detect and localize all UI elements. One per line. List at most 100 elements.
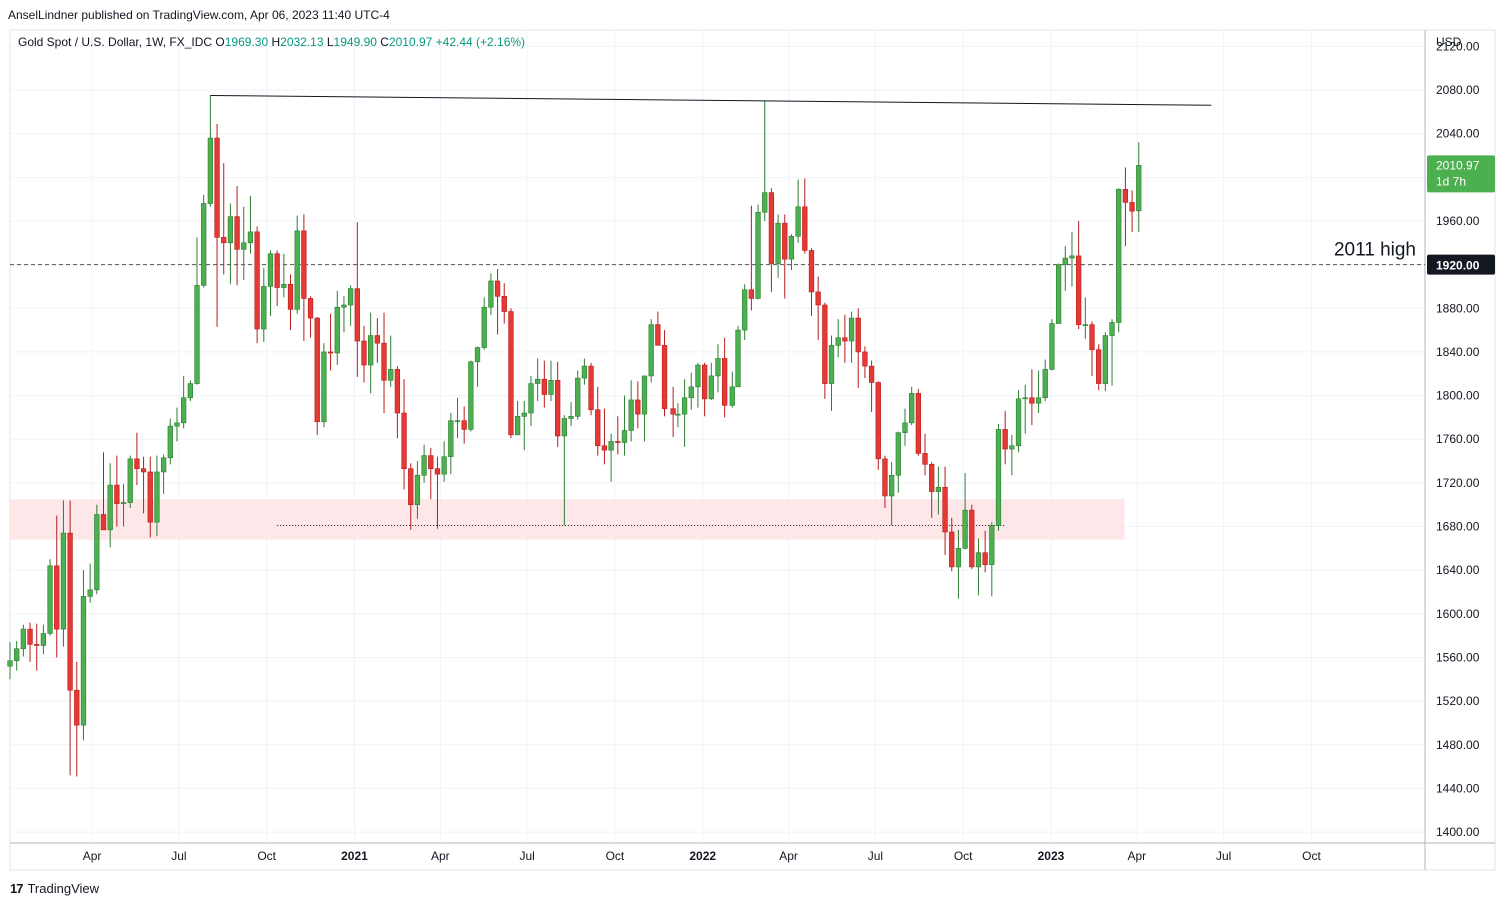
y-tick-label: 2080.00: [1436, 83, 1480, 97]
candle-body: [488, 280, 494, 308]
last-price-marker: [1427, 155, 1495, 193]
candle-body: [868, 365, 875, 383]
candle-body: [114, 484, 120, 504]
candle-body: [1082, 324, 1088, 326]
close-value: 2010.97: [389, 35, 436, 49]
y-tick-label: 1480.00: [1436, 738, 1480, 752]
candle-body: [214, 137, 220, 238]
candle-body: [34, 644, 40, 646]
candle-body: [742, 289, 748, 331]
x-tick-label: Apr: [779, 849, 798, 863]
candle-body: [1055, 264, 1062, 324]
candle-body: [955, 548, 962, 568]
candle-body: [80, 596, 87, 726]
candle-body: [748, 289, 755, 299]
candle-body: [281, 283, 287, 288]
candle-body: [181, 397, 187, 424]
level-price-label: 1920.00: [1436, 259, 1480, 273]
candle-body: [274, 253, 280, 288]
candle-body: [7, 660, 13, 667]
candle-body: [1089, 324, 1095, 351]
candle-body: [14, 648, 20, 662]
y-tick-label: 1680.00: [1436, 520, 1480, 534]
open-label: O: [215, 35, 224, 49]
candle-body: [575, 377, 581, 417]
x-tick-label: Jul: [868, 849, 883, 863]
level-price-marker: [1427, 254, 1495, 275]
candle-body: [982, 552, 988, 566]
candle-body: [434, 468, 441, 475]
y-tick-label: 1600.00: [1436, 607, 1480, 621]
candle-body: [688, 386, 694, 399]
candle-body: [287, 283, 294, 310]
x-tick-label: Oct: [954, 849, 973, 863]
candle-body: [368, 335, 374, 366]
candle-body: [194, 285, 200, 384]
candle-body: [888, 474, 895, 497]
y-tick-label: 1640.00: [1436, 563, 1480, 577]
candle-body: [67, 532, 73, 691]
candle-body: [722, 358, 728, 406]
candle-body: [1096, 349, 1102, 384]
candle-body: [528, 383, 534, 414]
candle-body: [708, 375, 714, 400]
candle-body: [394, 369, 401, 414]
close-label: C: [380, 35, 389, 49]
candle-body: [681, 397, 688, 415]
candle-body: [54, 565, 60, 630]
candle-body: [201, 203, 207, 286]
x-tick-label: Jul: [519, 849, 534, 863]
candle-body: [1116, 189, 1122, 323]
candle-body: [408, 468, 414, 506]
level-annotation-text: 2011 high: [1334, 240, 1416, 261]
candle-body: [461, 420, 467, 430]
candle-body: [1129, 202, 1135, 212]
tradingview-footer[interactable]: 17 TradingView: [10, 881, 99, 896]
candle-body: [768, 192, 775, 264]
candle-body: [20, 628, 26, 650]
candle-body: [1102, 335, 1108, 384]
candle-body: [922, 453, 928, 465]
candle-body: [1109, 322, 1115, 336]
candle-body: [40, 633, 47, 646]
candle-body: [788, 235, 795, 260]
candle-body: [895, 432, 901, 476]
candle-body: [120, 502, 127, 504]
candle-body: [929, 464, 935, 492]
candle-body: [47, 565, 53, 634]
candle-body: [227, 216, 234, 244]
candle-body: [875, 382, 881, 460]
candle-body: [942, 486, 948, 533]
y-tick-label: 1800.00: [1436, 389, 1480, 403]
x-tick-label: 2021: [341, 849, 368, 863]
candle-body: [1029, 397, 1035, 404]
x-tick-label: Jul: [1216, 849, 1231, 863]
candle-body: [341, 304, 347, 308]
candle-body: [314, 317, 320, 423]
candle-body: [995, 429, 1002, 526]
candle-body: [301, 230, 307, 299]
candle-body: [1009, 445, 1015, 450]
candle-body: [374, 335, 380, 344]
y-tick-label: 2120.00: [1436, 39, 1480, 53]
candle-body: [822, 304, 828, 384]
candle-body: [187, 383, 193, 399]
y-tick-label: 1520.00: [1436, 694, 1480, 708]
candle-body: [1122, 189, 1129, 203]
candle-body: [388, 369, 394, 381]
candle-body: [802, 206, 808, 251]
support-zone: [10, 499, 1125, 540]
candle-body: [94, 514, 100, 591]
candle-body: [267, 253, 274, 287]
y-tick-label: 1880.00: [1436, 301, 1480, 315]
candle-body: [381, 342, 387, 381]
x-tick-label: Apr: [1128, 849, 1147, 863]
candle-body: [555, 379, 561, 437]
candle-body: [1049, 323, 1055, 370]
ohlc-legend[interactable]: Gold Spot / U.S. Dollar, 1W, FX_IDC O196…: [18, 35, 525, 49]
candle-body: [87, 589, 93, 597]
candle-body: [902, 422, 908, 433]
candle-body: [782, 222, 788, 260]
candle-body: [321, 351, 327, 423]
